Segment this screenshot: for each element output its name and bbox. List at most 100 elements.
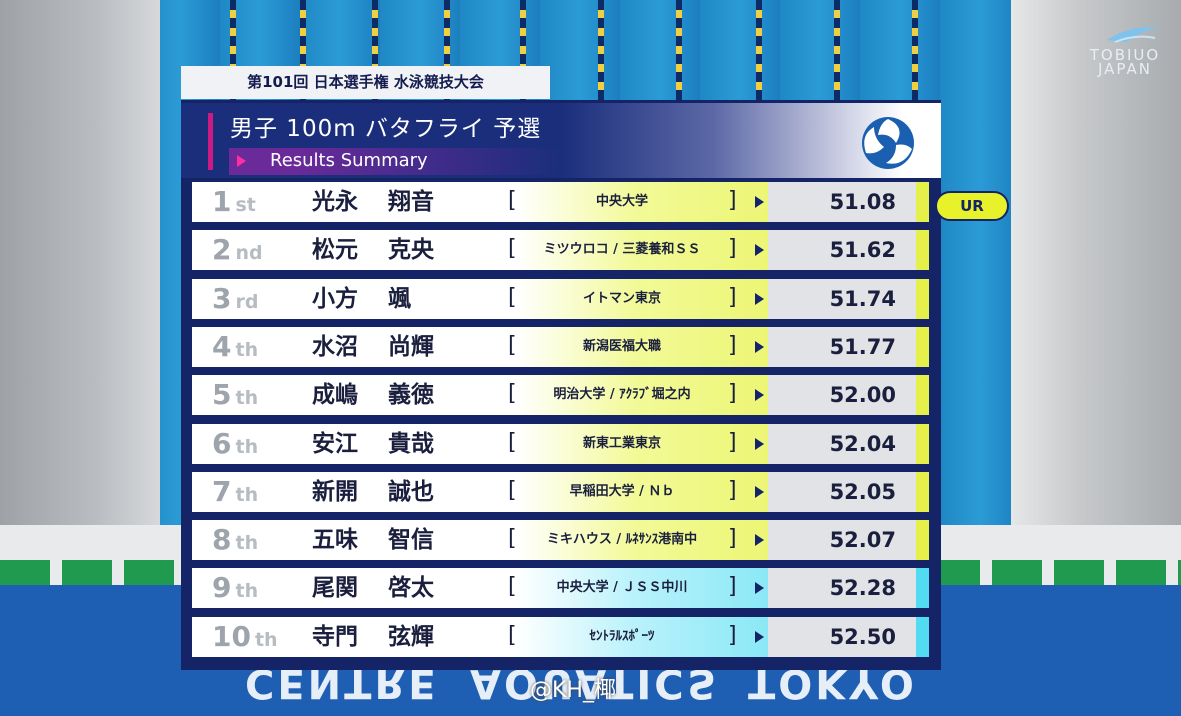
bracket-left: [ bbox=[508, 236, 517, 262]
play-arrow-icon bbox=[755, 340, 764, 353]
rank-number: 10 bbox=[212, 619, 251, 653]
status-endcap bbox=[916, 568, 929, 609]
play-arrow-icon bbox=[755, 630, 764, 643]
fish-swoosh-icon bbox=[1107, 27, 1161, 43]
swimmer-given-name: 颯 bbox=[388, 285, 411, 312]
swimmer-given-name: 貴哉 bbox=[388, 430, 434, 457]
play-arrow-icon bbox=[755, 244, 764, 257]
rank-number: 4 bbox=[212, 329, 232, 363]
bracket-right: ] bbox=[728, 236, 737, 262]
team-name: 中央大学 bbox=[595, 194, 648, 209]
team-field: [早稲田大学 / Ｎｂ] bbox=[504, 472, 754, 512]
team-field: [ 明治大学 / ｱｸﾗﾌﾞ堀之内] bbox=[504, 375, 754, 415]
bracket-right: ] bbox=[728, 381, 737, 407]
play-arrow-icon bbox=[755, 292, 764, 305]
status-endcap bbox=[916, 520, 929, 561]
bracket-right: ] bbox=[728, 332, 737, 358]
bracket-right: ] bbox=[728, 574, 737, 600]
event-title: 男子 100m バタフライ 予選 bbox=[230, 116, 542, 142]
bracket-right: ] bbox=[728, 622, 737, 648]
team-field: [ミキハウス / ﾙﾈｻﾝｽ港南中] bbox=[504, 520, 754, 560]
results-summary-label: Results Summary bbox=[229, 148, 559, 175]
bracket-left: [ bbox=[508, 429, 517, 455]
bracket-left: [ bbox=[508, 526, 517, 552]
race-time: 51.74 bbox=[829, 286, 896, 311]
team-name: 明治大学 / ｱｸﾗﾌﾞ堀之内 bbox=[553, 387, 691, 403]
bracket-left: [ bbox=[508, 188, 517, 213]
play-arrow-icon bbox=[755, 485, 764, 498]
swimmer-family-name: 光永 bbox=[312, 189, 358, 215]
swimmer-given-name: 翔音 bbox=[388, 189, 434, 215]
bracket-right: ] bbox=[728, 429, 737, 455]
bracket-left: [ bbox=[508, 332, 517, 358]
rank-number: 9 bbox=[212, 571, 232, 605]
broadcaster-logo-text: TOBIUO JAPAN bbox=[1089, 46, 1161, 78]
team-field: [中央大学 / ＪＳＳ中川] bbox=[504, 568, 754, 608]
bracket-left: [ bbox=[508, 574, 517, 600]
bracket-right: ] bbox=[728, 188, 737, 213]
swimmer-given-name: 尚輝 bbox=[388, 333, 434, 360]
rank-number: 2 bbox=[212, 233, 232, 267]
team-name: ｾﾝﾄﾗﾙｽﾎﾟｰﾂ bbox=[589, 628, 655, 644]
race-time: 52.04 bbox=[829, 431, 896, 456]
time-box: 52.07 bbox=[768, 520, 916, 561]
swimmer-given-name: 義徳 bbox=[388, 382, 434, 409]
team-name: 新東工業東京 bbox=[582, 435, 661, 451]
time-box: 52.00 bbox=[768, 375, 916, 416]
time-box: 51.62 bbox=[768, 230, 916, 271]
team-field: [ 中央大学] bbox=[504, 182, 754, 222]
team-field: [ 新潟医福大職] bbox=[504, 327, 754, 367]
team-field: [ 新東工業東京] bbox=[504, 424, 754, 464]
status-endcap bbox=[916, 423, 929, 464]
race-time: 52.07 bbox=[829, 528, 896, 553]
rank-suffix: st bbox=[235, 194, 256, 216]
status-endcap bbox=[916, 278, 929, 319]
time-box: 52.28 bbox=[768, 568, 916, 609]
record-tag: UR bbox=[935, 191, 1009, 221]
race-time: 52.50 bbox=[829, 624, 896, 649]
swimmer-family-name: 寺門 bbox=[312, 623, 358, 650]
time-box: 51.08 bbox=[768, 182, 916, 222]
status-endcap bbox=[916, 375, 929, 416]
event-accent-bar bbox=[208, 113, 213, 170]
bracket-left: [ bbox=[508, 381, 517, 407]
team-field: [ミツウロコ / 三菱養和ＳＳ] bbox=[504, 230, 754, 270]
results-summary-text: Results Summary bbox=[270, 150, 428, 171]
rank-number: 8 bbox=[212, 523, 232, 557]
swimmer-family-name: 五味 bbox=[312, 527, 358, 554]
race-time: 52.05 bbox=[829, 479, 896, 504]
swimmer-family-name: 成嶋 bbox=[312, 382, 358, 409]
swimmer-family-name: 安江 bbox=[312, 430, 358, 457]
play-arrow-icon bbox=[755, 534, 764, 547]
swimmer-given-name: 弦輝 bbox=[388, 623, 434, 650]
race-time: 51.77 bbox=[829, 334, 896, 359]
status-endcap bbox=[916, 326, 929, 367]
team-field: [イトマン東京] bbox=[504, 279, 754, 319]
bracket-left: [ bbox=[508, 622, 517, 648]
bracket-right: ] bbox=[728, 284, 737, 310]
swimmer-family-name: 水沼 bbox=[312, 333, 358, 360]
status-endcap bbox=[916, 230, 929, 271]
swimmer-family-name: 小方 bbox=[312, 285, 358, 312]
team-name: 新潟医福大職 bbox=[582, 338, 661, 354]
rank-suffix: th bbox=[235, 387, 259, 410]
rank-suffix: th bbox=[235, 338, 259, 361]
watermark: @KH_椰 bbox=[530, 678, 616, 703]
team-field: [ ｾﾝﾄﾗﾙｽﾎﾟｰﾂ] bbox=[504, 617, 754, 657]
status-endcap bbox=[916, 182, 929, 222]
swimmer-given-name: 誠也 bbox=[388, 478, 434, 505]
rank-number: 7 bbox=[212, 474, 232, 508]
team-name: イトマン東京 bbox=[582, 290, 661, 306]
